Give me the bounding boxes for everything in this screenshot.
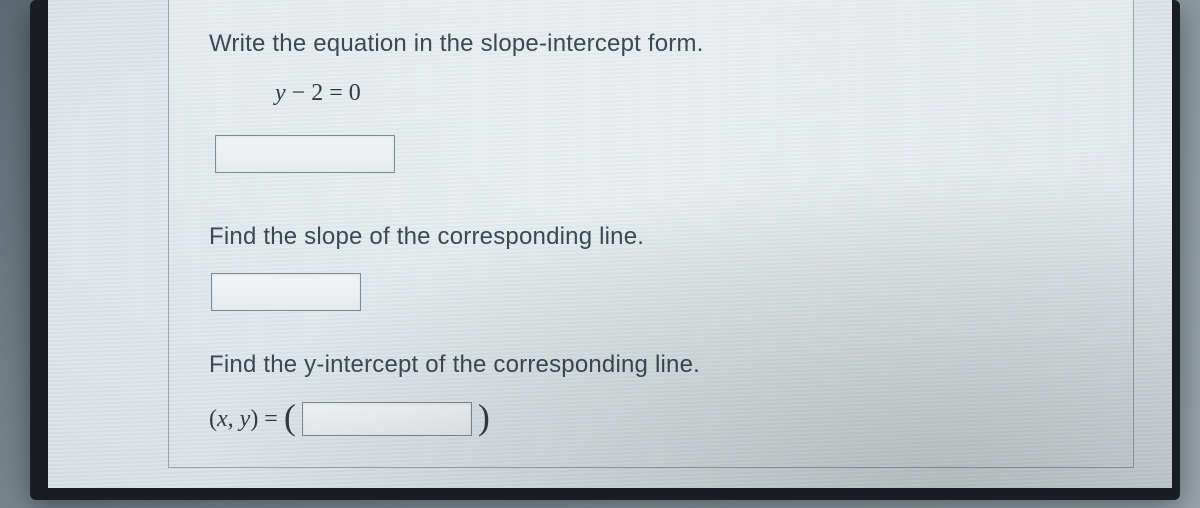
photo-frame: Write the equation in the slope-intercep… — [0, 0, 1200, 508]
close-paren: ) — [478, 399, 490, 435]
prompt-part1: Write the equation in the slope-intercep… — [209, 30, 1103, 58]
xy-label: (x, y) = — [209, 406, 278, 433]
monitor-bezel: Write the equation in the slope-intercep… — [30, 0, 1180, 500]
prompt-part3: Find the y-intercept of the correspondin… — [209, 351, 1103, 379]
y-intercept-row: (x, y) = ( ) — [209, 401, 1103, 437]
open-paren: ( — [284, 399, 296, 435]
question-box: Write the equation in the slope-intercep… — [168, 0, 1134, 468]
prompt-part2: Find the slope of the corresponding line… — [209, 223, 1103, 251]
slope-intercept-input[interactable] — [215, 135, 395, 173]
y-intercept-input[interactable] — [302, 402, 472, 436]
given-equation: y − 2 = 0 — [275, 80, 1103, 107]
slope-input[interactable] — [211, 273, 361, 311]
screen-surface: Write the equation in the slope-intercep… — [48, 0, 1172, 488]
